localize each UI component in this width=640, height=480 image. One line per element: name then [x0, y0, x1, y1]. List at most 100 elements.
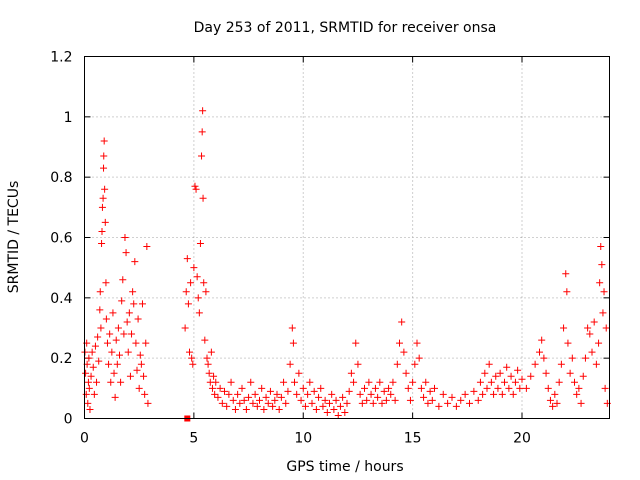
data-point	[251, 390, 259, 398]
data-point	[85, 354, 93, 362]
data-point	[190, 264, 198, 272]
data-point	[483, 384, 491, 392]
data-point	[343, 399, 351, 407]
data-point	[203, 354, 211, 362]
data-point	[262, 393, 270, 401]
data-point	[470, 387, 478, 395]
data-point	[522, 384, 530, 392]
data-point	[114, 324, 122, 332]
data-point	[396, 339, 403, 347]
data-point	[249, 399, 257, 407]
data-point	[193, 273, 201, 281]
data-point	[105, 360, 113, 368]
data-point	[207, 348, 215, 356]
data-point	[321, 396, 329, 404]
data-point	[98, 227, 106, 235]
data-point	[258, 384, 266, 392]
data-point	[85, 384, 93, 392]
data-point	[400, 348, 408, 356]
data-point	[334, 411, 342, 419]
data-point	[481, 369, 489, 377]
data-point	[301, 402, 309, 410]
data-point	[188, 354, 196, 362]
data-point	[186, 348, 193, 356]
data-point	[514, 366, 522, 374]
data-point	[501, 378, 508, 386]
data-point	[490, 390, 498, 398]
data-point	[123, 318, 131, 326]
data-point	[196, 240, 204, 248]
data-point	[507, 372, 515, 380]
data-point	[411, 360, 419, 368]
data-point	[240, 396, 248, 404]
data-point	[284, 387, 292, 395]
data-point	[269, 402, 277, 410]
data-point	[575, 384, 583, 392]
data-point	[496, 369, 504, 377]
data-point	[536, 348, 543, 356]
data-point	[288, 324, 296, 332]
data-point	[229, 396, 237, 404]
plot-frame	[84, 56, 610, 419]
data-point	[282, 399, 290, 407]
data-point	[549, 402, 557, 410]
data-point	[293, 390, 301, 398]
data-point	[125, 309, 133, 317]
data-point	[590, 318, 598, 326]
data-point	[102, 315, 110, 323]
data-point	[601, 384, 609, 392]
data-point	[439, 390, 447, 398]
data-point	[109, 309, 117, 317]
data-point	[134, 315, 142, 323]
data-point	[564, 339, 572, 347]
data-point	[402, 369, 410, 377]
data-point	[527, 372, 535, 380]
data-point	[245, 393, 253, 401]
data-point	[371, 384, 379, 392]
data-point	[184, 300, 192, 308]
y-tick-label: 0.6	[50, 231, 72, 247]
y-tick-label: 1.2	[50, 50, 72, 66]
data-point	[204, 360, 212, 368]
data-point	[476, 378, 484, 386]
data-point	[422, 378, 430, 386]
data-point	[102, 279, 110, 287]
data-point	[253, 402, 261, 410]
data-point	[531, 360, 539, 368]
data-point	[221, 387, 228, 395]
data-point	[350, 378, 358, 386]
data-point	[551, 390, 559, 398]
data-point	[191, 182, 199, 190]
data-point	[546, 396, 554, 404]
data-point	[382, 396, 390, 404]
y-axis-label: SRMTID / TECUs	[6, 181, 22, 294]
data-point	[86, 405, 94, 413]
data-point	[345, 387, 353, 395]
x-tick-label: 5	[189, 431, 198, 447]
data-point	[133, 366, 141, 374]
data-point	[132, 339, 140, 347]
data-point	[563, 288, 571, 296]
data-point	[227, 378, 235, 386]
data-point	[369, 399, 377, 407]
data-point	[97, 324, 105, 332]
data-point	[201, 336, 209, 344]
data-point	[444, 399, 452, 407]
data-point	[304, 390, 312, 398]
data-point	[297, 396, 305, 404]
data-point	[218, 399, 226, 407]
data-point	[568, 354, 576, 362]
data-point	[210, 372, 218, 380]
data-point	[398, 318, 406, 326]
data-point	[110, 369, 118, 377]
data-point	[107, 378, 115, 386]
data-point	[112, 336, 120, 344]
data-point	[95, 357, 103, 365]
data-point	[387, 390, 395, 398]
data-point	[277, 393, 285, 401]
data-point	[242, 405, 250, 413]
data-point	[126, 372, 134, 380]
data-point	[135, 384, 143, 392]
data-point	[116, 351, 123, 359]
x-tick-label: 20	[513, 431, 531, 447]
